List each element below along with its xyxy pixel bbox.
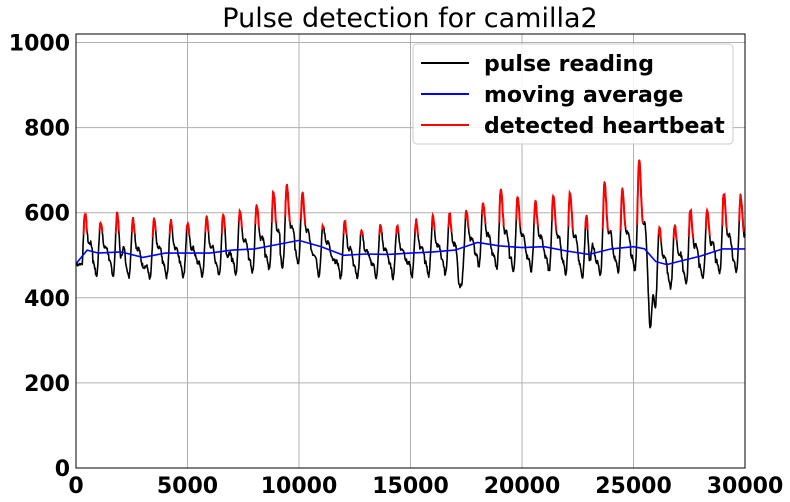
series-layer [75, 159, 746, 329]
detected-heartbeat-segment [619, 188, 627, 231]
y-tick-label: 200 [24, 372, 70, 397]
detected-heartbeat-segment [342, 218, 348, 236]
detected-heartbeat-segment [151, 218, 157, 238]
detected-heartbeat-segment [601, 181, 610, 232]
legend-label: detected heartbeat [484, 114, 725, 139]
x-tick-label: 15000 [372, 474, 449, 499]
detected-heartbeat-segment [464, 210, 470, 228]
x-tick-label: 10000 [261, 474, 338, 499]
detected-heartbeat-segment [254, 204, 260, 228]
x-tick-label: 25000 [595, 474, 672, 499]
detected-heartbeat-segment [82, 211, 89, 235]
detected-heartbeat-segment [567, 189, 574, 231]
y-tick-label: 400 [24, 287, 70, 312]
detected-heartbeat-segment [321, 222, 325, 230]
detected-heartbeat-segment [220, 212, 226, 234]
axes [75, 33, 746, 469]
detected-heartbeat-segment [359, 229, 364, 236]
detected-heartbeat-segment [98, 220, 104, 233]
axes-frame [75, 33, 746, 469]
legend-box [412, 43, 734, 145]
detected-heartbeat-segment [168, 219, 174, 235]
chart-title: Pulse detection for camilla2 [222, 3, 597, 34]
x-tick-label: 0 [68, 474, 83, 499]
detected-heartbeat-segment [414, 218, 420, 236]
detected-heartbeat-segment [721, 192, 728, 229]
detected-heartbeat-segment [130, 217, 136, 235]
detected-heartbeat-segment [498, 189, 505, 227]
detected-heartbeat-segment [204, 216, 210, 233]
detected-heartbeat-segment [480, 202, 487, 225]
detected-heartbeat-segment [447, 211, 453, 233]
y-tick-label: 800 [24, 117, 70, 142]
detected-heartbeat-segment [550, 193, 558, 231]
detected-heartbeat-segment [704, 206, 711, 236]
y-tick-label: 1000 [9, 32, 70, 57]
detected-heartbeat-segment [430, 211, 436, 231]
detected-heartbeat-segment [378, 224, 383, 236]
detected-heartbeat-segment [672, 224, 678, 241]
y-tick-label: 0 [55, 457, 70, 482]
detected-heartbeat-segment [114, 212, 120, 235]
detected-heartbeat-segment [533, 199, 540, 228]
detected-heartbeat-segment [270, 189, 278, 224]
moving-average-line [75, 239, 745, 266]
detected-heartbeat-segment [657, 224, 663, 243]
x-tick-label: 30000 [707, 474, 784, 499]
detected-heartbeat-segment [515, 195, 522, 227]
detected-heartbeat-segment [636, 160, 644, 226]
legend-label: pulse reading [484, 52, 654, 77]
legend: pulse reading moving average detected hear… [412, 43, 734, 145]
legend-label: moving average [484, 83, 683, 108]
detected-heartbeat-segment [584, 215, 589, 230]
detected-heartbeat-segment [237, 207, 243, 229]
detected-heartbeat-segment [185, 220, 191, 236]
tick-labels: 0 5000 10000 15000 20000 25000 30000 0 200 400 600… [9, 32, 784, 499]
detected-heartbeat-segment [738, 194, 745, 232]
detected-heartbeat-segment [299, 192, 307, 225]
y-tick-label: 600 [24, 202, 70, 227]
x-tick-label: 5000 [157, 474, 218, 499]
detected-heartbeat-segment [284, 184, 292, 224]
x-tick-label: 20000 [484, 474, 561, 499]
detected-heartbeat-segment [687, 208, 695, 239]
detected-heartbeat-segment [395, 223, 400, 235]
